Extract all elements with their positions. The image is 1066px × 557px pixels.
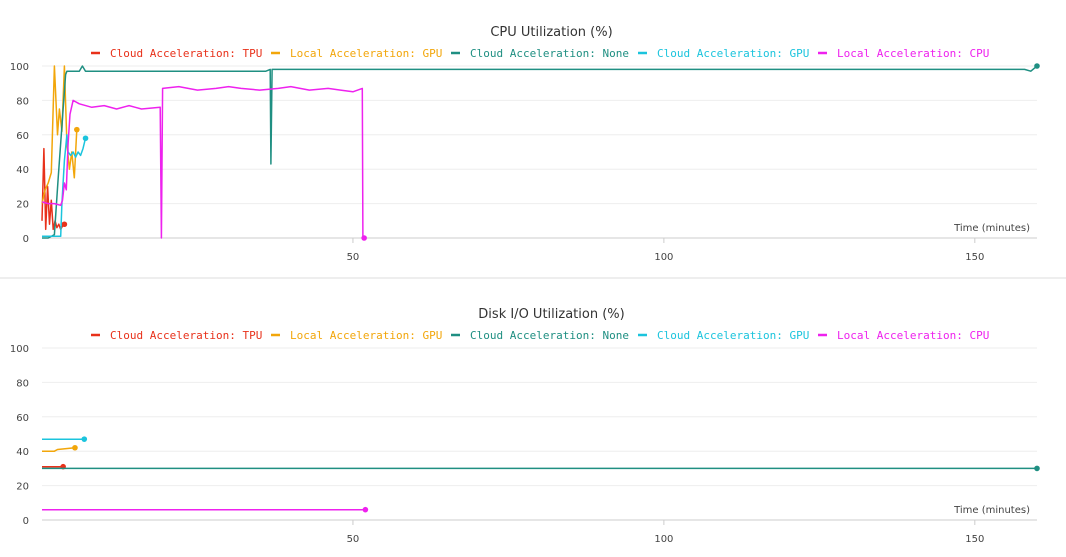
legend-label: Cloud Acceleration: GPU (657, 329, 809, 342)
legend-label: Cloud Acceleration: None (470, 329, 629, 342)
y-tick-label: 100 (10, 62, 29, 73)
x-axis-label: Time (minutes) (953, 505, 1030, 516)
y-tick-label: 0 (23, 234, 29, 245)
x-tick-label: 150 (965, 534, 984, 545)
legend-label: Local Acceleration: GPU (290, 329, 442, 342)
chart-title: CPU Utilization (%) (490, 25, 612, 40)
y-tick-label: 100 (10, 344, 29, 355)
legend-label: Cloud Acceleration: GPU (657, 47, 809, 60)
legend-item[interactable]: Cloud Acceleration: TPU (91, 47, 262, 60)
legend-label: Local Acceleration: CPU (837, 329, 989, 342)
y-tick-label: 80 (16, 96, 29, 107)
y-tick-label: 40 (16, 165, 29, 176)
series-line[interactable] (41, 85, 365, 239)
chart-title: Disk I/O Utilization (%) (478, 307, 624, 322)
series-end-point[interactable] (82, 135, 89, 142)
legend-item[interactable]: Cloud Acceleration: None (451, 47, 629, 60)
legend-label: Cloud Acceleration: None (470, 47, 629, 60)
series-end-point[interactable] (72, 444, 78, 451)
series-line[interactable] (42, 134, 87, 238)
series-end-point[interactable] (81, 436, 88, 442)
series-end-point[interactable] (361, 235, 367, 241)
series-end-point[interactable] (1034, 465, 1040, 472)
legend-item[interactable]: Cloud Acceleration: TPU (91, 329, 262, 342)
x-tick-label: 50 (347, 534, 360, 545)
legend-item[interactable]: Local Acceleration: CPU (818, 329, 989, 342)
series-end-point[interactable] (362, 506, 369, 513)
legend-item[interactable]: Local Acceleration: GPU (271, 329, 442, 342)
y-tick-label: 20 (16, 200, 29, 211)
series-line[interactable] (42, 447, 76, 452)
legend-label: Cloud Acceleration: TPU (110, 47, 262, 60)
series-end-point[interactable] (1034, 63, 1040, 69)
x-tick-label: 100 (654, 534, 673, 545)
disk-io-chart: Disk I/O Utilization (%) Cloud Accelerati… (10, 307, 1040, 545)
legend-label: Cloud Acceleration: TPU (110, 329, 262, 342)
y-tick-label: 0 (23, 516, 29, 527)
x-tick-label: 50 (347, 252, 360, 263)
y-tick-label: 60 (16, 131, 29, 142)
x-axis-label: Time (minutes) (953, 223, 1030, 234)
legend-label: Local Acceleration: GPU (290, 47, 442, 60)
legend-item[interactable]: Local Acceleration: GPU (271, 47, 442, 60)
y-tick-label: 60 (16, 413, 29, 424)
series-end-point[interactable] (61, 221, 68, 228)
y-tick-label: 40 (16, 447, 29, 458)
x-tick-label: 100 (654, 252, 673, 263)
legend-item[interactable]: Cloud Acceleration: GPU (638, 329, 809, 342)
cpu-chart: CPU Utilization (%) Cloud Acceleration: T… (10, 25, 1040, 263)
series-line[interactable] (42, 65, 1038, 239)
legend-item[interactable]: Local Acceleration: CPU (818, 47, 989, 60)
y-tick-label: 80 (16, 378, 29, 389)
legend-item[interactable]: Cloud Acceleration: GPU (638, 47, 809, 60)
x-tick-label: 150 (965, 252, 984, 263)
legend-label: Local Acceleration: CPU (837, 47, 989, 60)
y-tick-label: 20 (16, 482, 29, 493)
series-end-point[interactable] (74, 126, 80, 133)
legend-item[interactable]: Cloud Acceleration: None (451, 329, 629, 342)
